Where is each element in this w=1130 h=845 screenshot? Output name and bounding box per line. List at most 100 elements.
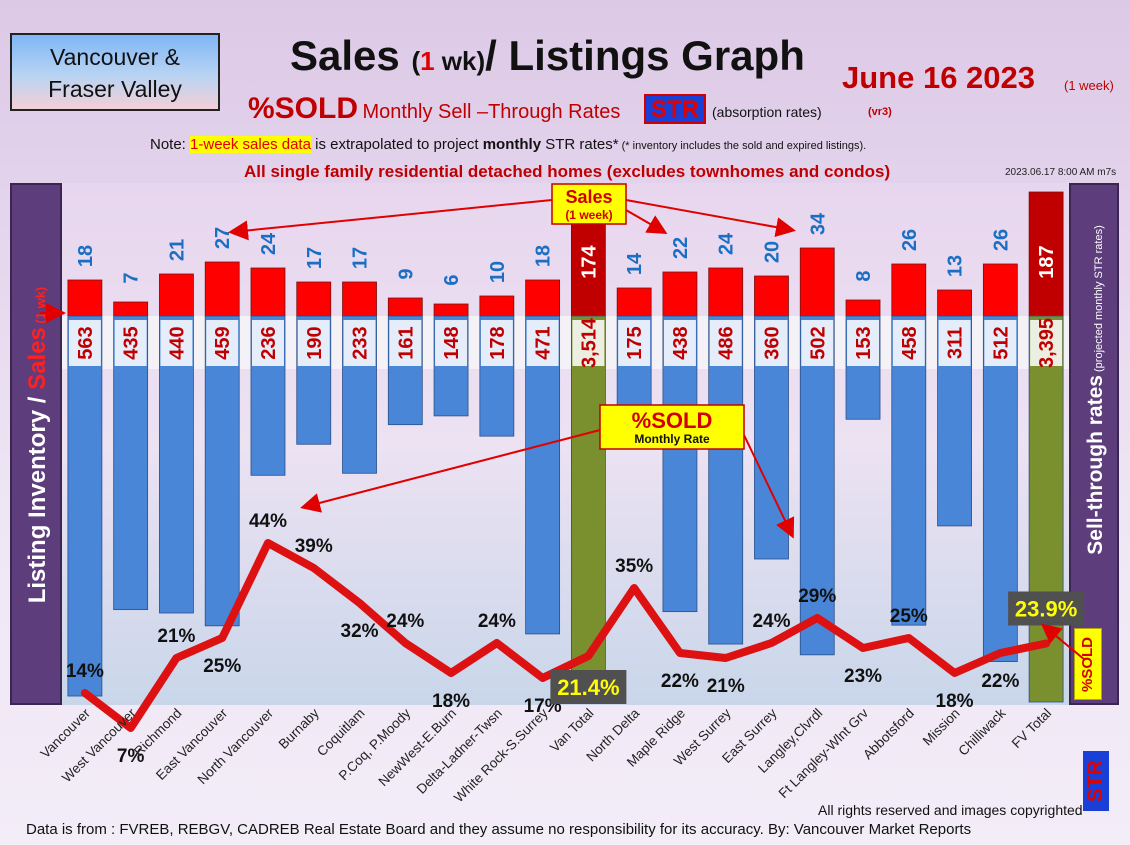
sales-bar [250,267,286,317]
str-badge: STR [644,94,706,124]
title-paren-open: ( [411,46,421,76]
listing-label-bg [847,320,880,366]
listing-label-bg [572,320,605,366]
listing-label-bg [435,320,468,366]
sold-value-label: 7% [117,746,145,767]
total-sold-box [1008,591,1085,626]
sales-value-label: 6 [441,274,463,285]
listing-label-bg [938,320,971,366]
chart-subtitle: All single family residential detached h… [244,162,891,181]
sales-value-label: 34 [807,212,829,235]
sales-value-label: 18 [75,245,97,267]
sold-value-label: 21% [157,626,195,647]
sales-value-label: 20 [761,241,783,263]
sold-description: Monthly Sell –Through Rates [362,101,621,123]
listing-value-label: 435 [121,326,143,359]
footer-source: Data is from : FVREB, REBGV, CADREB Real… [26,821,972,838]
sold-value-label: 32% [341,621,379,642]
sold-rate-line [80,539,1051,732]
sold-value-label: 21% [707,676,745,697]
category-tick-label: NewWest-E.Burn [376,706,460,790]
sold-callout-arrow [300,429,601,513]
sales-bar [67,279,103,317]
sales-bar [1028,191,1064,317]
title-sales: Sales [290,32,412,79]
sales-value-label: 24 [716,232,738,255]
category-tick-label: Chilliwack [955,705,1008,758]
listing-value-label: 175 [624,326,646,359]
sales-value-label: 174 [578,244,600,278]
sold-value-label: 18% [936,691,974,712]
listing-label-bg [251,320,284,366]
sales-bar [662,271,698,317]
category-tick-label: White Rock-S.Surrey [451,705,551,805]
listing-label-bg [389,320,422,366]
listing-value-label: 471 [533,326,555,359]
sales-value-label: 187 [1036,245,1058,278]
sales-bar [159,273,194,317]
sold-value-label: 25% [203,656,241,677]
listing-label-bg [618,320,651,366]
region-line-1: Vancouver & [50,44,180,70]
report-date: June 16 2023 [842,60,1036,95]
listing-label-bg [755,320,788,366]
region-box: Vancouver & Fraser Valley [10,33,220,111]
listing-value-label: 360 [761,326,783,359]
chart-title: Sales (1 wk)/ Listings Graph [290,32,805,80]
listing-value-label: 502 [807,326,829,359]
sold-value-label: 25% [890,606,928,627]
category-tick-label: FV Total [1009,706,1054,751]
sales-bar [754,275,789,317]
sold-value-label: 39% [295,536,333,557]
str-side-arrow [1040,623,1086,661]
sold-value-label: 24% [752,611,790,632]
version-tag: (vr3) [868,106,892,118]
note-end: STR rates* [541,136,619,153]
listing-label-bg [709,320,742,366]
total-sold-label: 23.9% [1015,597,1077,622]
listing-value-label: 161 [395,326,417,359]
date-note: (1 week) [1064,78,1114,93]
sales-value-label: 9 [395,268,417,279]
sold-callout-sub: Monthly Rate [634,432,710,446]
listing-label-bg [114,320,147,366]
sales-value-label: 13 [945,255,967,277]
sales-callout-arrow [625,199,796,237]
sales-bar [937,289,972,317]
sold-value-label: 14% [66,661,104,682]
listing-value-label: 311 [945,327,967,359]
sales-bar [799,247,835,317]
listing-label-bg [1030,320,1063,366]
sales-callout-label: Sales [565,187,612,207]
listing-value-label: 563 [75,326,97,359]
listing-bar [799,315,835,656]
listing-bar [204,315,240,627]
listing-label-bg [206,320,239,366]
absorption-note: (absorption rates) [712,104,822,120]
listing-label-bg [663,320,696,366]
sold-value-label: 35% [615,556,653,577]
category-tick-label: Burnaby [276,705,322,751]
sales-value-label: 26 [899,229,921,251]
sales-value-label: 18 [533,245,555,267]
sold-callout-arrow [743,434,795,539]
category-tick-label: Delta-Ladner-Twsn [414,706,505,797]
listing-value-label: 512 [990,326,1012,359]
listing-label-bg [526,320,559,366]
listing-value-label: 190 [304,326,326,359]
listing-value-label: 153 [853,326,875,359]
note-prefix: Note: [150,136,191,153]
title-listings: / Listings Graph [485,32,805,79]
sales-value-label: 7 [121,272,143,283]
sold-big-label: %SOLD [248,92,359,125]
sales-value-label: 22 [670,237,692,259]
listing-bar [525,315,561,635]
category-tick-label: Ft Langley-Wlnt Grv [776,705,872,801]
sold-value-label: 22% [661,671,699,692]
listing-label-bg [480,320,513,366]
note-mid: is extrapolated to project [310,136,483,153]
listing-value-label: 148 [441,326,463,359]
listing-value-label: 3,395 [1036,318,1058,368]
sales-callout-box [551,183,627,225]
